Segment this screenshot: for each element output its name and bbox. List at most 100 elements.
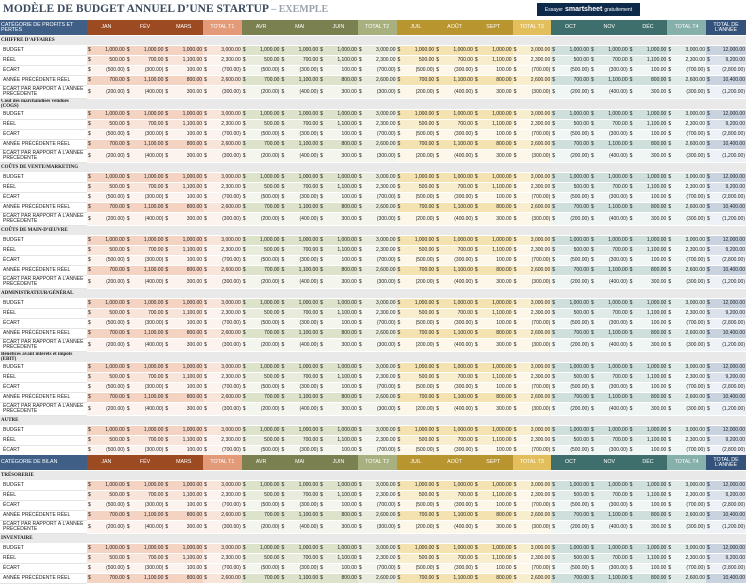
amount: 9,200.00 [725, 184, 745, 190]
currency: $ [397, 555, 401, 561]
currency: $ [590, 575, 594, 581]
value-cell: $(400.00) [435, 520, 474, 534]
currency: $ [397, 394, 401, 400]
currency: $ [668, 67, 672, 73]
value-cell: $700.00 [551, 510, 590, 521]
amount: 800.00 [651, 267, 667, 273]
currency: $ [204, 447, 207, 453]
currency: $ [590, 141, 594, 147]
value-cell: $(400.00) [589, 520, 629, 534]
smartsheet-banner[interactable]: Essayer smartsheet gratuitement [537, 3, 640, 16]
value-cell: $1,000.00 [164, 362, 204, 373]
currency: $ [126, 330, 130, 336]
amount: 2,300.00 [530, 57, 551, 63]
value-cell: $2,600.00 [357, 265, 397, 276]
amount: 1,100.00 [453, 141, 473, 147]
currency: $ [126, 194, 130, 200]
currency: $ [707, 57, 710, 63]
currency: $ [320, 204, 323, 210]
currency: $ [320, 437, 323, 443]
currency: $ [204, 204, 207, 210]
column-header: TOTAL T3 [512, 455, 552, 471]
value-cell: $2,600.00 [203, 328, 242, 339]
column-header: DÉC [628, 20, 668, 36]
currency: $ [242, 152, 246, 159]
value-cell: $(300.00) [512, 402, 552, 416]
currency: $ [552, 247, 556, 253]
currency: $ [513, 257, 517, 263]
currency: $ [320, 300, 323, 306]
amount: 2,600.00 [221, 330, 241, 336]
amount: 1,000.00 [143, 174, 164, 180]
value-cell: $(300.00) [280, 563, 320, 574]
value-cell: $500.00 [87, 490, 126, 501]
amount: 1,000.00 [569, 364, 589, 370]
value-cell: $12,000.00 [706, 425, 746, 436]
value-cell: $700.00 [396, 139, 436, 150]
value-cell: $2,600.00 [512, 75, 552, 86]
title-suffix: – EXEMPLE [271, 4, 329, 15]
amount: 12,000.00 [722, 545, 745, 551]
currency: $ [552, 555, 556, 561]
row-label: ANNÉE PRÉCÉDENTE RÉEL [0, 75, 87, 86]
row-label: BUDGET [0, 480, 87, 491]
amount: 1,000.00 [105, 47, 125, 53]
amount: 700.00 [264, 575, 280, 581]
currency: $ [397, 204, 401, 210]
amount: 3,000.00 [685, 237, 705, 243]
amount: 1,000.00 [453, 482, 473, 488]
amount: (700.00) [222, 131, 241, 137]
value-cell: $1,100.00 [628, 55, 668, 66]
amount: 700.00 [573, 267, 589, 273]
value-cell: $1,100.00 [435, 139, 474, 150]
amount: (2,800.00) [722, 565, 745, 571]
currency: $ [204, 131, 207, 137]
header-row: CATÉGORIE DE BILAN JAN FÉV MARS TOTAL T1 AVR M… [0, 455, 746, 471]
currency: $ [88, 575, 91, 581]
currency: $ [397, 447, 401, 453]
value-cell: $1,000.00 [319, 543, 358, 554]
value-cell: $1,000.00 [87, 543, 126, 554]
value-cell: $ (500.00) [551, 500, 590, 511]
currency: $ [281, 565, 285, 571]
currency: $ [668, 482, 672, 488]
value-cell: $1,000.00 [280, 480, 320, 491]
currency: $ [165, 447, 169, 453]
currency: $ [242, 523, 246, 530]
currency: $ [629, 437, 633, 443]
amount: 1,100.00 [646, 555, 667, 561]
currency: $ [436, 215, 439, 222]
value-cell: $1,000.00 [319, 235, 358, 246]
currency: $ [513, 267, 517, 273]
value-cell: $(300.00) [667, 149, 706, 163]
value-cell: $(300.00) [589, 255, 629, 266]
currency: $ [590, 512, 594, 518]
amount: (2,800.00) [722, 502, 745, 508]
value-cell: $ (500.00) [551, 65, 590, 76]
amount: 1,100.00 [143, 512, 164, 518]
currency: $ [474, 47, 478, 53]
amount: 1,100.00 [646, 310, 667, 316]
section-row: ADMINISTRATEUR/GÉNÉRAL [0, 288, 746, 299]
amount: 1,100.00 [646, 492, 667, 498]
amount: (300.00) [686, 278, 705, 285]
amount: (2,800.00) [722, 447, 745, 453]
value-cell: $1,100.00 [628, 372, 668, 383]
value-cell: $(300.00) [203, 520, 242, 534]
amount: 1,000.00 [569, 545, 589, 551]
currency: $ [513, 555, 517, 561]
currency: $ [668, 523, 672, 530]
value-cell: $3,000.00 [667, 298, 706, 309]
amount: (500.00) [106, 447, 125, 453]
value-cell: $(400.00) [125, 212, 165, 226]
value-cell: $1,000.00 [551, 235, 590, 246]
amount: 12,000.00 [722, 174, 745, 180]
value-cell: $(1,200.00) [706, 275, 746, 289]
amount: 3,000.00 [530, 364, 551, 370]
amount: 100.00 [186, 502, 203, 508]
amount: (200.00) [260, 341, 280, 348]
currency: $ [629, 131, 633, 137]
value-cell: $500.00 [241, 553, 281, 564]
currency: $ [320, 482, 323, 488]
amount: 12,000.00 [722, 427, 745, 433]
